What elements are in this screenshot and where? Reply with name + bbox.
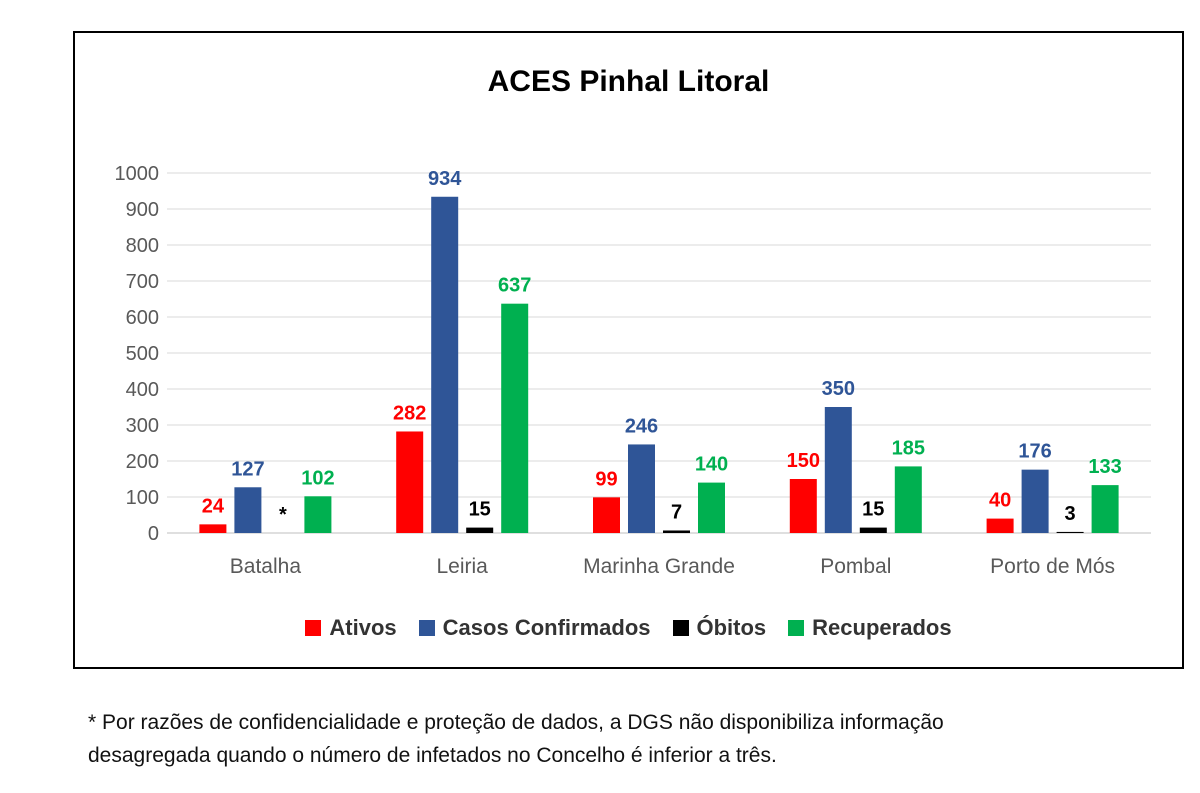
footnote-line-2: desagregada quando o número de infetados… — [88, 744, 777, 767]
legend-entry: Casos Confirmados — [418, 615, 651, 641]
bar-chart: 0 100 200 300 400 500 600 700 800 900 1000 24 127 * 10… — [115, 163, 1151, 578]
legend-label: Recuperados — [812, 615, 952, 640]
bar — [431, 196, 459, 533]
data-label: 350 — [822, 378, 855, 400]
x-tick-label: Batalha — [230, 555, 302, 578]
bar — [304, 496, 332, 533]
bar — [986, 518, 1014, 533]
data-label: 127 — [231, 458, 264, 480]
footnote: * Por razões de confidencialidade e prot… — [88, 706, 1168, 772]
x-tick-label: Leiria — [437, 555, 489, 578]
y-tick-label: 1000 — [115, 163, 160, 185]
bar — [1056, 531, 1084, 533]
data-label: 246 — [625, 415, 658, 437]
data-label: 15 — [862, 499, 884, 521]
bar — [396, 431, 424, 533]
y-tick-label: 200 — [126, 451, 159, 473]
y-tick-label: 400 — [126, 379, 159, 401]
y-tick-label: 500 — [126, 343, 159, 365]
x-tick-label: Porto de Mós — [990, 555, 1115, 578]
bar — [501, 303, 529, 533]
legend-entry: Recuperados — [788, 615, 952, 641]
bar — [824, 407, 852, 533]
bar — [593, 497, 620, 533]
x-tick-label: Pombal — [820, 555, 891, 578]
legend-swatch — [305, 620, 322, 636]
data-label: 133 — [1088, 456, 1121, 478]
data-label: 102 — [301, 467, 334, 489]
bar — [1021, 469, 1049, 533]
legend-swatch — [788, 620, 805, 636]
y-tick-label: 700 — [126, 271, 159, 293]
legend-label: Ativos — [329, 615, 397, 640]
data-label: 282 — [393, 402, 426, 424]
legend-swatch — [672, 620, 689, 636]
data-label: 3 — [1065, 503, 1076, 525]
y-tick-label: 800 — [126, 235, 159, 257]
y-tick-label: 600 — [126, 307, 159, 329]
data-label: 7 — [671, 501, 682, 523]
data-label: 176 — [1018, 441, 1051, 463]
bar — [1091, 485, 1119, 533]
chart-frame: 0 100 200 300 400 500 600 700 800 900 1000 24 127 * 10… — [73, 31, 1184, 669]
data-label: 150 — [787, 450, 820, 472]
data-label: 24 — [202, 495, 225, 517]
bar — [698, 482, 725, 533]
legend-swatch — [418, 620, 435, 636]
bar — [628, 444, 655, 533]
chart-title: ACES Pinhal Litoral — [487, 65, 770, 98]
bar — [789, 479, 817, 533]
bar — [234, 487, 262, 533]
data-label: * — [279, 504, 287, 526]
legend-label: Óbitos — [696, 615, 767, 640]
data-label: 140 — [695, 454, 728, 476]
data-label: 637 — [498, 275, 531, 297]
data-label: 15 — [469, 499, 491, 521]
data-label: 934 — [428, 168, 462, 190]
y-tick-label: 100 — [126, 487, 159, 509]
bar — [466, 527, 494, 533]
legend-entry: Óbitos — [672, 615, 767, 641]
legend-entry: Ativos — [305, 615, 397, 641]
data-label: 40 — [989, 490, 1011, 512]
footnote-line-1: * Por razões de confidencialidade e prot… — [88, 711, 944, 734]
bar — [859, 527, 887, 533]
chart-legend: Ativos Casos Confirmados Óbitos Recuperados — [75, 615, 1182, 641]
y-tick-label: 900 — [126, 199, 159, 221]
data-label: 99 — [595, 468, 617, 490]
data-label: 185 — [892, 437, 925, 459]
legend-label: Casos Confirmados — [442, 615, 651, 640]
y-tick-label: 300 — [126, 415, 159, 437]
y-tick-label: 0 — [148, 523, 159, 545]
bar — [894, 466, 922, 533]
bar — [663, 530, 690, 533]
x-tick-label: Marinha Grande — [583, 555, 735, 578]
bar — [199, 524, 227, 533]
